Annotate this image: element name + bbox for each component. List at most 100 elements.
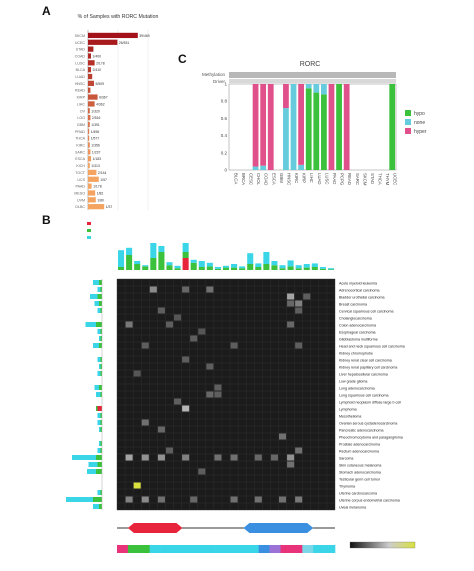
- panel-a-count-label: 1/391: [91, 123, 100, 127]
- panel-b-left-bar-segment: [99, 280, 102, 285]
- panel-b-heatmap-cell: [295, 447, 303, 454]
- panel-b-row-label: Acute myeloid leukemia: [339, 281, 377, 285]
- panel-c-xtick-label: SARC: [355, 173, 360, 185]
- panel-c-xtick-label: READ: [347, 173, 352, 185]
- panel-b-top-bar-segment: [303, 267, 310, 270]
- panel-b-left-bar-segment: [96, 469, 102, 474]
- panel-b-left-bar-segment: [100, 308, 102, 313]
- panel-b-left-bar-segment: [93, 343, 99, 348]
- panel-a-row-label: LUSC: [75, 61, 85, 65]
- panel-b-legend-dot: [87, 236, 91, 239]
- panel-b-heatmap-cell: [295, 307, 303, 314]
- panel-b-row-label: Prostate adenocarcinoma: [339, 442, 380, 446]
- panel-c-bar-segment: [305, 88, 312, 170]
- panel-b-row-label: Colon adenocarcinoma: [339, 323, 376, 327]
- panel-b-exon-segment: [182, 545, 194, 553]
- panel-a-count-label: 1/183: [93, 157, 102, 161]
- panel-b-heatmap-cell: [206, 363, 214, 370]
- panel-b-row-label: Breast carcinoma: [339, 302, 367, 306]
- panel-c-xtick-label: THYM: [385, 173, 390, 186]
- panel-a-count-label: 1/178: [93, 185, 102, 189]
- panel-b-heatmap-cell: [174, 314, 182, 321]
- panel-a-bar: [88, 46, 94, 52]
- panel-b-heatmap-cell: [133, 482, 141, 489]
- panel-a-bar: [88, 60, 95, 66]
- panel-b-left-bar-segment: [100, 448, 102, 453]
- panel-b-heatmap-cell: [278, 496, 287, 503]
- panel-b-left-bar-segment: [97, 490, 101, 495]
- panel-b-top-bar-segment: [198, 261, 205, 267]
- panel-b-left-bar-segment: [97, 308, 101, 313]
- panel-a-bar: [88, 128, 90, 134]
- panel-b-left-bar-segment: [100, 364, 102, 369]
- panel-b-top-bar-segment: [134, 264, 141, 270]
- panel-c-bar-segment: [305, 84, 312, 89]
- panel-b-top-bar-segment: [142, 266, 149, 270]
- panel-b-heatmap-cell: [254, 496, 262, 503]
- panel-b-left-bar-segment: [99, 427, 101, 432]
- panel-c-ytick-label: 0.8: [221, 99, 228, 104]
- panel-b-heatmap-cell: [214, 384, 222, 391]
- panel-a-bar: [88, 87, 91, 93]
- panel-a-title: % of Samples with RORC Mutation: [78, 14, 159, 20]
- panel-b-left-bar-segment: [97, 448, 101, 453]
- panel-b-heatmap-cell: [295, 300, 303, 307]
- panel-b-heatmap-cell: [230, 342, 238, 349]
- panel-b-left-bar-segment: [97, 294, 102, 299]
- panel-c-ytick-label: 0.6: [221, 116, 228, 121]
- panel-a-row-label: KIRP: [77, 96, 86, 100]
- panel-b-row-label: Lung adenocarcinoma: [339, 386, 375, 390]
- panel-b-row-label: Thymoma: [339, 484, 355, 488]
- panel-b-row-label: Kidney renal clear cell carcinoma: [339, 358, 392, 362]
- panel-b-top-bar-segment: [174, 265, 181, 269]
- panel-c-bar-segment: [298, 84, 304, 165]
- panel-b-top-bar-segment: [311, 263, 318, 267]
- panel-b-exon-segment: [117, 545, 129, 553]
- panel-c-xtick-label: CHOL: [256, 173, 261, 186]
- panel-b-row-label: Esophageal carcinoma: [339, 330, 376, 334]
- panel-b-heatmap-cell: [182, 286, 190, 293]
- panel-b-left-bar-segment: [87, 469, 96, 474]
- panel-b-top-bar-segment: [311, 267, 318, 270]
- panel-c-bar-segment: [298, 164, 304, 170]
- panel-b-left-bar-segment: [97, 420, 101, 425]
- panel-b-left-bar-segment: [100, 392, 102, 397]
- panel-b-heatmap-cell: [278, 433, 287, 440]
- panel-c-xtick-label: UCEC: [393, 173, 398, 185]
- panel-a-row-label: UVM: [77, 198, 85, 202]
- panel-b-row-label: Rectum adenocarcinoma: [339, 449, 379, 453]
- panel-b-exon-segment: [138, 545, 150, 553]
- panel-b-exon-segment: [291, 545, 303, 553]
- panel-b-left-bar-segment: [99, 364, 101, 369]
- panel-b-top-bar-segment: [142, 265, 149, 267]
- panel-a-row-label: THCA: [75, 137, 85, 141]
- panel-c-xtick-label: LIHC: [309, 173, 314, 183]
- panel-b-left-bar-segment: [100, 413, 102, 418]
- panel-b-colorbar: [349, 541, 416, 549]
- panel-b-left-bar-segment: [100, 420, 102, 425]
- panel-a-bar: [88, 39, 118, 45]
- panel-c-bar-segment: [267, 84, 274, 170]
- panel-b-left-bar-segment: [100, 329, 102, 334]
- panel-b-row-label: Adrenocortical carcinoma: [339, 288, 380, 292]
- panel-b-left-bar-segment: [99, 336, 101, 341]
- panel-b-left-bar-segment: [99, 385, 102, 390]
- panel-b-heatmap-cell: [165, 447, 174, 454]
- panel-c-xtick-label: BRCA: [241, 173, 246, 185]
- panel-a-bar: [88, 162, 90, 169]
- panel-b-top-bar-segment: [158, 246, 165, 252]
- panel-c-xtick-label: LUAD: [317, 173, 322, 184]
- panel-a-bar: [88, 67, 91, 73]
- panel-c-legend-swatch: [405, 128, 411, 134]
- panel-c-track-label: Driver: [213, 79, 226, 84]
- panel-b-top-bar-segment: [182, 252, 189, 258]
- panel-b-top-bar-segment: [118, 250, 125, 267]
- panel-b-heatmap-cell: [190, 496, 198, 503]
- panel-b-top-bar-segment: [166, 262, 173, 266]
- panel-b-exon-segment: [160, 545, 172, 553]
- panel-c-bar-segment: [336, 84, 342, 170]
- panel-b-row-label: Lymphoid neoplasm diffuse large b cell: [339, 400, 401, 404]
- panel-b-left-bar-segment: [97, 371, 101, 376]
- panel-b-heatmap-cell: [230, 454, 238, 461]
- panel-b-left-bar-segment: [100, 357, 102, 362]
